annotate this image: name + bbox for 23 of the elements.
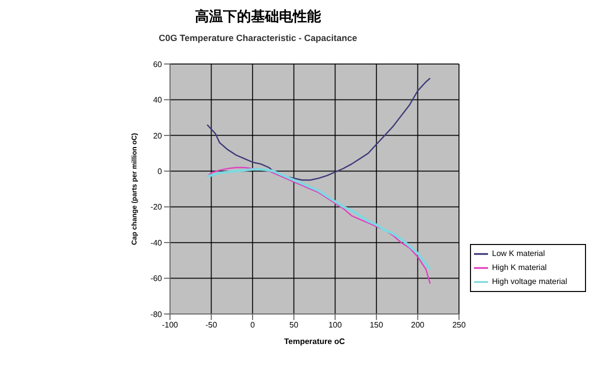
y-tick-label: 20 xyxy=(153,131,163,140)
x-tick-label: 0 xyxy=(250,320,256,330)
y-tick-label: 40 xyxy=(153,96,163,105)
legend-label: High K material xyxy=(492,263,547,272)
x-tick-label: 250 xyxy=(452,320,466,330)
x-axis-title: Temperature oC xyxy=(284,337,346,346)
y-tick-label: -60 xyxy=(150,274,163,284)
legend-label: Low K material xyxy=(492,249,545,258)
y-tick-label: -80 xyxy=(150,310,163,319)
y-tick-label: -20 xyxy=(150,202,163,212)
x-tick-label: -100 xyxy=(162,320,179,330)
x-tick-label: 200 xyxy=(411,320,425,330)
x-tick-label: 50 xyxy=(289,320,299,330)
x-tick-label: -50 xyxy=(206,320,218,330)
y-tick-label: -40 xyxy=(150,238,163,248)
legend-label: High voltage material xyxy=(492,277,568,286)
line-series xyxy=(206,78,431,181)
y-tick-label: 0 xyxy=(158,166,163,176)
chart-title: 高温下的基础电性能 xyxy=(194,8,322,26)
chart-subtitle: C0G Temperature Characteristic - Capacitance xyxy=(158,33,358,43)
x-tick-label: 150 xyxy=(370,320,384,330)
x-tick-label: 100 xyxy=(328,320,342,330)
y-tick-label: 60 xyxy=(153,60,163,69)
